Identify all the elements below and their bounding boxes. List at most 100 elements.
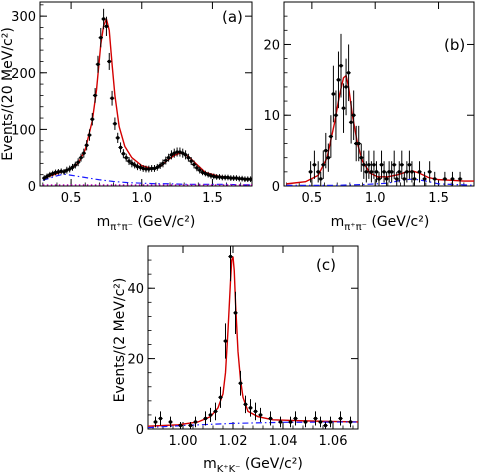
data-point: [303, 420, 308, 424]
data-point: [161, 161, 165, 166]
data-point: [422, 177, 427, 181]
data-point: [87, 133, 92, 137]
data-point: [62, 170, 66, 174]
data-point: [101, 17, 106, 21]
data-point: [410, 170, 414, 174]
data-point: [395, 177, 399, 181]
data-point: [195, 166, 199, 170]
data-point: [405, 170, 409, 174]
data-point: [288, 420, 293, 424]
data-point: [357, 141, 361, 146]
data-point: [329, 134, 333, 139]
y-tick-label: 300: [11, 10, 36, 25]
data-point: [308, 170, 313, 174]
data-point: [110, 96, 114, 100]
data-point: [362, 163, 366, 167]
data-point: [132, 163, 137, 167]
data-point: [158, 416, 163, 421]
data-point: [53, 170, 58, 175]
panel-c-ylabel: Events/(2 MeV/c²): [112, 278, 128, 403]
y-tick-label: 20: [127, 353, 144, 368]
data-point: [223, 175, 227, 180]
data-point: [90, 117, 94, 121]
data-point: [130, 161, 134, 166]
panel-b-label: (b): [444, 36, 465, 54]
data-point: [192, 162, 196, 167]
data-point: [153, 420, 158, 424]
x-tick-label: 1.06: [319, 434, 348, 449]
x-tick-label: 1.5: [428, 191, 449, 206]
x-tick-label: 1.5: [202, 191, 223, 206]
data-point: [93, 93, 97, 98]
data-point: [214, 175, 219, 179]
data-point: [166, 155, 171, 160]
panel-a-frame: [39, 1, 253, 187]
data-point: [237, 176, 241, 181]
data-point: [427, 170, 432, 174]
data-point: [144, 167, 148, 171]
data-point: [243, 402, 248, 407]
data-point: [149, 166, 154, 171]
data-point: [229, 176, 233, 180]
data-point: [346, 71, 351, 75]
data-point: [121, 152, 126, 156]
data-point: [402, 177, 407, 181]
data-point: [450, 177, 455, 181]
data-point: [118, 145, 123, 150]
data-point: [104, 24, 109, 29]
fit-total-curve: [42, 16, 252, 180]
data-point: [331, 92, 336, 96]
y-tick-label: 40: [127, 282, 144, 297]
data-point: [246, 177, 250, 181]
data-point: [220, 175, 225, 180]
data-point: [147, 167, 151, 171]
data-point: [234, 176, 239, 180]
x-tick-label: 1.02: [219, 434, 248, 449]
y-tick-label: 100: [11, 123, 36, 138]
panel-a-axes: 0.5 1.0 1.5 0 100 200 300: [11, 2, 252, 206]
data-point: [135, 165, 140, 169]
data-point: [278, 420, 283, 424]
data-point: [107, 59, 111, 64]
data-point: [212, 174, 216, 179]
panel-a-plot: [42, 8, 252, 186]
data-point: [67, 167, 72, 171]
data-point: [99, 35, 103, 40]
x-tick-label: 0.5: [302, 191, 323, 206]
data-point: [113, 122, 117, 126]
data-point: [338, 416, 343, 421]
x-tick-label: 0.5: [61, 191, 82, 206]
data-point: [400, 163, 404, 167]
data-point: [313, 416, 318, 421]
data-point: [268, 416, 273, 421]
data-point: [82, 151, 86, 155]
data-point: [379, 163, 384, 167]
y-tick-label: 200: [11, 67, 36, 82]
data-point: [384, 177, 389, 181]
background-1-curve: [148, 421, 358, 429]
plot-area: [42, 8, 252, 186]
y-tick-label: 0: [272, 180, 280, 195]
panel-a: (a) Events/(20 MeV/c²) mπ⁺π⁻ (GeV/c²) 0.…: [0, 1, 253, 233]
panel-c-ylabel-text: Events/(2 MeV/c²): [112, 278, 128, 403]
data-point: [258, 413, 263, 417]
panel-c-xlabel: mK⁺K⁻ (GeV/c²): [203, 456, 303, 475]
x-tick-label: 1.0: [131, 191, 152, 206]
x-tick-label: 1.00: [169, 434, 198, 449]
data-point: [84, 143, 89, 147]
data-point: [389, 170, 394, 174]
y-tick-label: 20: [263, 38, 280, 53]
data-point: [79, 155, 83, 160]
data-point: [321, 163, 325, 167]
data-point: [253, 409, 258, 414]
data-point: [334, 113, 338, 117]
data-point: [59, 169, 63, 173]
x-tick-label: 1.0: [365, 191, 386, 206]
data-point: [141, 166, 145, 171]
fit-total-curve: [148, 256, 358, 427]
panel-a-ylabel-text: Events/(20 MeV/c²): [0, 27, 16, 161]
data-point: [324, 148, 328, 153]
panel-b-frame: [283, 1, 475, 187]
data-point: [417, 170, 422, 174]
